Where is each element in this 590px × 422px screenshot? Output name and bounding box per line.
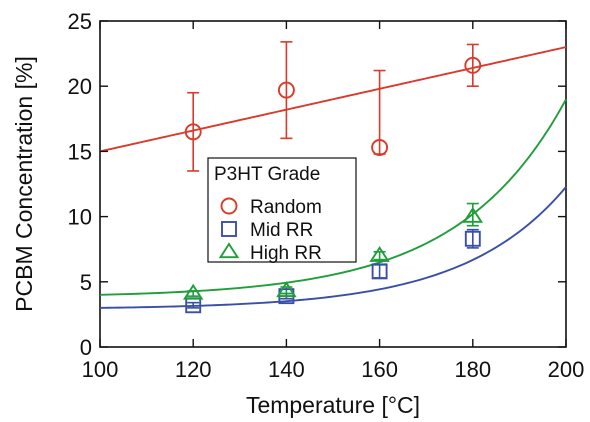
data-point-random xyxy=(184,123,202,141)
fit-line-random xyxy=(99,46,567,153)
legend-label-high-rr: High RR xyxy=(250,243,322,264)
data-markers xyxy=(182,56,484,314)
axis-tick-labels: 100 120 140 160 180 200 0 5 10 15 20 25 xyxy=(68,9,585,382)
y-axis-title: PCBM Concentration [%] xyxy=(11,56,37,312)
data-point-random xyxy=(277,81,295,99)
axis-ticks xyxy=(99,20,567,348)
x-tick-label: 120 xyxy=(175,357,212,382)
data-point-high-rr xyxy=(182,283,204,300)
y-tick-label: 0 xyxy=(80,335,92,360)
data-point-mid-rr xyxy=(464,230,481,247)
data-point-high-rr xyxy=(369,245,390,262)
y-tick-label: 20 xyxy=(68,74,92,99)
plot-area-frame xyxy=(99,20,567,348)
legend-label-mid-rr: Mid RR xyxy=(250,220,313,241)
x-tick-label: 140 xyxy=(268,357,305,382)
y-tick-label: 25 xyxy=(68,9,92,34)
x-tick-label: 160 xyxy=(361,357,398,382)
y-tick-label: 15 xyxy=(68,139,92,164)
y-tick-label: 10 xyxy=(68,205,92,230)
y-tick-label: 5 xyxy=(80,270,92,295)
legend-box xyxy=(207,157,357,263)
data-point-random xyxy=(371,139,389,156)
x-axis-title: Temperature [°C] xyxy=(246,392,420,418)
legend-label-random: Random xyxy=(250,197,322,218)
legend-marker-random xyxy=(220,197,238,215)
x-tick-label: 180 xyxy=(454,357,491,382)
fit-curves xyxy=(99,46,567,309)
x-tick-label: 100 xyxy=(82,357,119,382)
legend-marker-mid-rr xyxy=(221,221,237,237)
legend-title: P3HT Grade xyxy=(214,164,320,185)
data-point-mid-rr xyxy=(371,263,388,280)
legend-marker-high-rr xyxy=(218,242,240,259)
data-point-high-rr xyxy=(276,281,297,298)
data-point-high-rr xyxy=(462,206,484,223)
data-point-random xyxy=(464,56,482,74)
x-tick-label: 200 xyxy=(548,357,585,382)
fit-line-high-rr xyxy=(99,98,567,296)
error-bars xyxy=(187,41,479,309)
fit-line-mid-rr xyxy=(99,186,567,309)
